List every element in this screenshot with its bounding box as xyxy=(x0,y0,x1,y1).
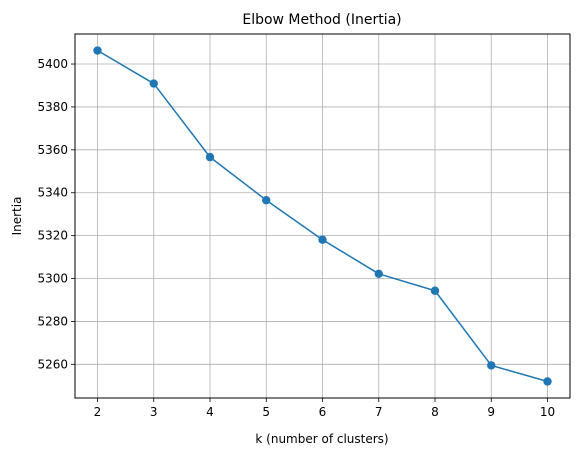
x-tick-label: 7 xyxy=(375,405,383,419)
x-axis-label: k (number of clusters) xyxy=(255,432,388,446)
x-tick-label: 10 xyxy=(540,405,555,419)
axis-ticks: 2 3 4 5 6 7 8 9 10 5260 5280 5300 5320 5340 5360 5380 54… xyxy=(37,57,555,419)
y-tick-label: 5400 xyxy=(37,57,68,71)
x-tick-label: 5 xyxy=(262,405,270,419)
data-point xyxy=(262,196,271,205)
x-tick-label: 6 xyxy=(319,405,327,419)
y-tick-label: 5380 xyxy=(37,100,68,114)
y-axis-label: Inertia xyxy=(10,197,24,236)
y-tick-label: 5260 xyxy=(37,357,68,371)
data-point xyxy=(374,269,383,279)
data-point xyxy=(149,79,158,88)
grid-lines xyxy=(75,34,570,398)
data-point xyxy=(543,377,552,386)
data-point xyxy=(487,361,496,370)
data-point xyxy=(430,286,440,295)
x-tick-label: 2 xyxy=(94,405,102,419)
data-point xyxy=(318,235,327,244)
y-tick-label: 5320 xyxy=(37,229,68,243)
x-tick-label: 4 xyxy=(206,405,214,419)
chart-title: Elbow Method (Inertia) xyxy=(242,12,401,28)
series-layer xyxy=(93,46,552,386)
x-tick-label: 9 xyxy=(487,405,495,419)
y-tick-label: 5340 xyxy=(37,186,68,200)
x-tick-label: 8 xyxy=(431,405,439,419)
x-tick-label: 3 xyxy=(150,405,158,419)
y-tick-label: 5300 xyxy=(37,272,68,286)
y-tick-label: 5360 xyxy=(37,143,68,157)
y-tick-label: 5280 xyxy=(37,314,68,328)
data-point xyxy=(93,46,102,55)
data-point xyxy=(205,152,215,162)
